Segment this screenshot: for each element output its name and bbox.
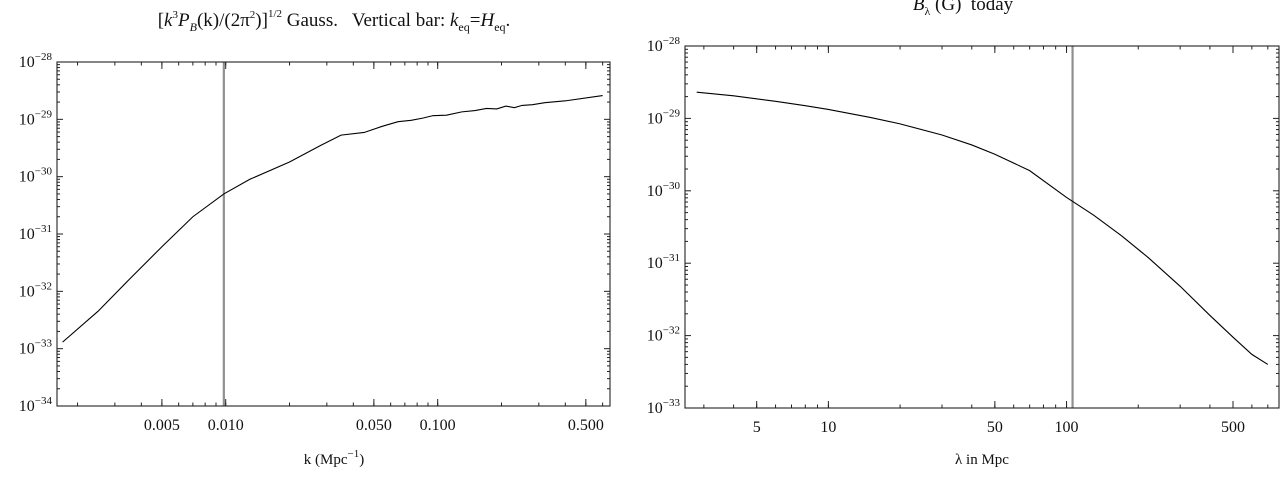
y-tick-label: 10−29: [19, 108, 53, 128]
x-tick-label: 0.010: [208, 417, 244, 434]
x-tick-label: 0.050: [356, 417, 392, 434]
x-tick-label: 0.500: [568, 417, 604, 434]
y-tick-label: 10−32: [647, 325, 680, 345]
y-tick-label: 10−31: [19, 223, 52, 243]
y-tick-label: 10−28: [19, 51, 53, 71]
series-line-power-spectrum: [62, 94, 603, 343]
y-axis-right: 10−28 10−29 10−30 10−31 10−32 10−33: [647, 35, 1279, 417]
x-tick-label: 100: [1055, 419, 1079, 436]
y-tick-label: 10−34: [19, 395, 53, 415]
chart-title-right: Bλ (G) today: [913, 0, 1014, 18]
x-axis-left: 0.005 0.010 0.050 0.100 0.500: [77, 62, 604, 434]
y-tick-label: 10−28: [647, 35, 681, 55]
x-axis-label-left: k (Mpc−1): [304, 448, 364, 468]
x-axis-label-right: λ in Mpc: [955, 452, 1009, 468]
x-tick-label: 500: [1221, 419, 1245, 436]
plot-frame-left: [56, 61, 611, 407]
y-tick-label: 10−29: [647, 107, 681, 127]
y-axis-left: 10−28 10−29 10−30 10−31 10−32 10−33 10−34: [19, 51, 610, 415]
chart-field-today: Bλ (G) today 10−2810−2910−3010−3110−3210…: [647, 0, 1280, 468]
x-tick-label: 0.005: [144, 417, 180, 434]
y-tick-label: 10−33: [19, 338, 53, 358]
y-tick-label: 10−31: [647, 252, 680, 272]
y-tick-label: 10−30: [19, 166, 53, 186]
chart-power-spectrum: [k3PB(k)/(2π2)]1/2 Gauss. Vertical bar: …: [19, 8, 611, 468]
x-axis-right: 5 10 50 100 500: [703, 46, 1269, 436]
y-tick-label: 10−32: [19, 280, 52, 300]
x-tick-label: 0.100: [420, 417, 456, 434]
y-tick-label: 10−30: [647, 180, 681, 200]
x-tick-label: 50: [987, 419, 1003, 436]
series-line-field-today: [696, 91, 1269, 365]
y-tick-label: 10−33: [647, 397, 681, 417]
chart-title-left: [k3PB(k)/(2π2)]1/2 Gauss. Vertical bar: …: [158, 8, 511, 34]
x-tick-label: 5: [753, 419, 761, 436]
plot-frame-right: [684, 45, 1280, 409]
x-tick-label: 10: [820, 419, 836, 436]
